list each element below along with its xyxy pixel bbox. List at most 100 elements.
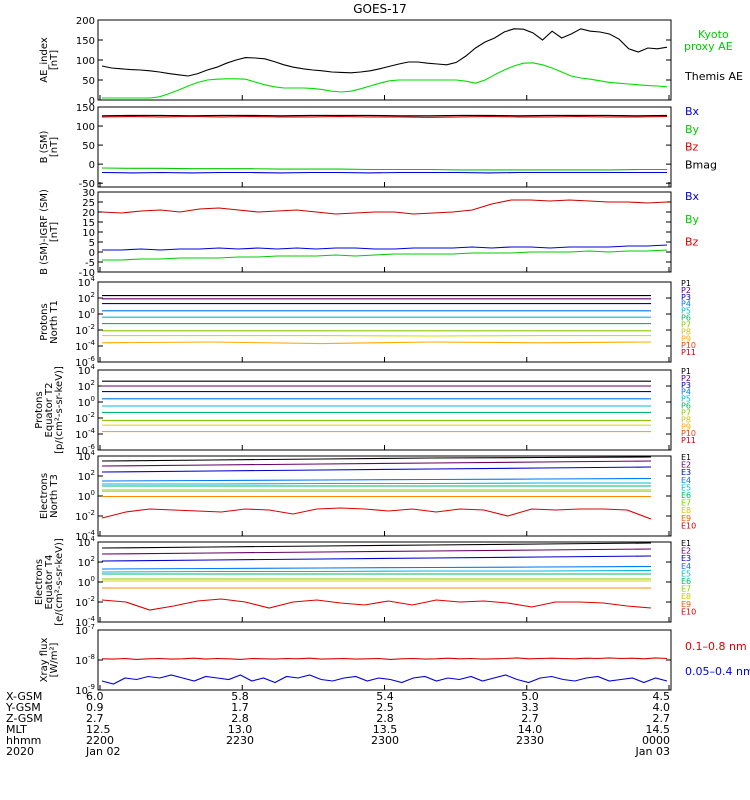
panel-frame bbox=[97, 369, 672, 451]
series-p9 bbox=[101, 341, 652, 345]
y-tick-label: 102 bbox=[78, 379, 95, 393]
series-e10 bbox=[101, 598, 652, 611]
y-tick-label: 0 bbox=[89, 96, 95, 107]
y-tick-label: 100 bbox=[76, 122, 95, 133]
ephemeris-cell: 14.5 bbox=[645, 723, 671, 736]
y-tick-label: 10-4 bbox=[75, 339, 95, 353]
series-e1 bbox=[101, 542, 652, 549]
legend-entry: E9 bbox=[681, 514, 691, 523]
ephemeris-cell: 6.0 bbox=[86, 690, 104, 703]
panel-p-north: 10-6 10-4 10-2 100 102 104 Protons North T1 P1P2… bbox=[39, 275, 696, 369]
ephemeris-cell: 3.3 bbox=[521, 701, 539, 714]
legend-entry: P1 bbox=[681, 279, 691, 288]
y-tick-label: -10 bbox=[79, 268, 95, 279]
y-tick-label: -50 bbox=[79, 179, 95, 190]
series-bz bbox=[101, 115, 668, 118]
ephemeris-cell: 4.0 bbox=[652, 701, 671, 714]
legend-entry: Kyoto bbox=[698, 28, 729, 41]
y-tick-label: 150 bbox=[76, 103, 95, 114]
y-tick-label: 0 bbox=[89, 248, 95, 259]
ephemeris-row-label: Y-GSM bbox=[6, 701, 41, 714]
series-e3 bbox=[101, 466, 652, 473]
panel-frame bbox=[97, 191, 672, 273]
y-tick-label: 102 bbox=[78, 291, 95, 305]
legend-entry: P1 bbox=[681, 367, 691, 376]
series-bx bbox=[102, 244, 668, 251]
series-e4 bbox=[101, 477, 652, 482]
series-e1 bbox=[101, 456, 652, 462]
y-axis-label: [nT] bbox=[49, 50, 60, 70]
panel-frame bbox=[97, 106, 672, 188]
legend-entry: P7 bbox=[681, 320, 691, 329]
y-tick-label: 102 bbox=[78, 469, 95, 483]
legend-entry: E4 bbox=[681, 476, 691, 485]
y-tick-label: 10-6 bbox=[75, 443, 95, 457]
legend-entry: 0.05–0.4 nm bbox=[685, 665, 750, 678]
y-tick-label: 100 bbox=[78, 575, 95, 589]
legend-entry: E3 bbox=[681, 468, 691, 477]
series-e3 bbox=[101, 555, 652, 562]
y-axis-label: Electrons bbox=[34, 559, 45, 605]
y-axis-label: North T3 bbox=[49, 474, 60, 518]
legend-entry: Bx bbox=[685, 190, 700, 203]
series-e5 bbox=[102, 482, 651, 485]
legend-entry: P9 bbox=[681, 334, 691, 343]
legend-entry: E5 bbox=[681, 569, 691, 578]
ephemeris-cell: 12.5 bbox=[86, 723, 111, 736]
ephemeris-cell: 4.5 bbox=[652, 690, 671, 703]
legend-entry: P8 bbox=[681, 327, 691, 336]
ephemeris-cell: 2.7 bbox=[652, 712, 671, 725]
ephemeris-cell: 2230 bbox=[226, 734, 254, 747]
ephemeris-row-label: X-GSM bbox=[6, 690, 43, 703]
y-tick-label: 150 bbox=[76, 36, 95, 47]
legend-entry: P2 bbox=[681, 286, 691, 295]
legend-entry: P3 bbox=[681, 381, 691, 390]
panel-e-north: 10-4 10-2 100 102 104 Electrons North T3 E1E2E3… bbox=[39, 449, 696, 543]
y-axis-label: [nT] bbox=[49, 222, 60, 242]
series-e2 bbox=[101, 460, 652, 467]
y-tick-label: 20 bbox=[82, 208, 95, 219]
y-axis-label: [e/(cm²-s-sr-keV)] bbox=[54, 538, 65, 626]
y-tick-label: 25 bbox=[82, 198, 95, 209]
ephemeris-cell: 14.0 bbox=[517, 723, 543, 736]
y-tick-label: 10-2 bbox=[75, 509, 95, 523]
panel-frame bbox=[97, 541, 672, 623]
legend-entry: By bbox=[685, 213, 700, 226]
y-tick-label: 104 bbox=[78, 275, 96, 289]
ephemeris-row-label: 2020 bbox=[6, 745, 34, 758]
legend-entry: By bbox=[685, 123, 700, 136]
legend-entry: E6 bbox=[681, 577, 691, 586]
y-axis-label: B (SM)-IGRF (SM) bbox=[39, 189, 50, 275]
legend-entry: P10 bbox=[681, 341, 696, 350]
y-axis-label: Protons bbox=[34, 391, 45, 428]
y-axis-label: [W/m²] bbox=[49, 642, 60, 677]
ephemeris-cell: 5.8 bbox=[231, 690, 249, 703]
legend-entry: P4 bbox=[681, 300, 691, 309]
ephemeris-cell: 2.7 bbox=[86, 712, 104, 725]
y-tick-label: 10-2 bbox=[75, 323, 95, 337]
legend-entry: Bmag bbox=[685, 158, 717, 171]
y-axis-label: Equator T2 bbox=[44, 383, 55, 438]
ephemeris-cell: Jan 03 bbox=[635, 745, 670, 758]
ephemeris-cell: 13.0 bbox=[227, 723, 253, 736]
y-tick-label: 10-6 bbox=[75, 355, 95, 369]
legend-entry: E1 bbox=[681, 539, 691, 548]
series-by bbox=[102, 249, 668, 261]
panel-frame bbox=[97, 629, 672, 691]
y-tick-label: 10-2 bbox=[75, 595, 95, 609]
legend-entry: E8 bbox=[681, 506, 691, 515]
y-tick-label: 100 bbox=[78, 307, 95, 321]
y-axis-label: [p/(cm²-s-sr-keV)] bbox=[54, 366, 65, 454]
legend-entry: E10 bbox=[681, 607, 696, 616]
panel-e-equator: 10-4 10-2 100 102 104 Electrons Equator T4 [e/(… bbox=[34, 535, 696, 629]
legend-entry: P11 bbox=[681, 436, 696, 445]
legend-entry: E1 bbox=[681, 453, 691, 462]
series-by bbox=[101, 167, 667, 171]
y-tick-label: 50 bbox=[82, 141, 95, 152]
ephemeris-row-label: hhmm bbox=[6, 734, 42, 747]
y-tick-label: 10-2 bbox=[75, 411, 95, 425]
legend-entry: proxy AE bbox=[684, 40, 733, 53]
legend-entry: E7 bbox=[681, 499, 691, 508]
y-tick-label: 100 bbox=[78, 395, 95, 409]
